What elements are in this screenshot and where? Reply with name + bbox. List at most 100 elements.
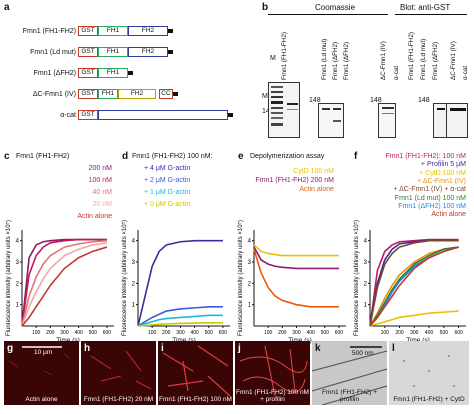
micro-letter-j: j: [238, 343, 241, 354]
x-tick-label: 600: [219, 330, 228, 336]
series-line: [369, 238, 459, 327]
series-line: [253, 246, 339, 270]
x-tick-label: 300: [176, 330, 185, 336]
series-line: [369, 310, 459, 327]
construct-tail: [173, 92, 178, 96]
construct-row: Fmn1 (ΔFH2) GST FH1: [4, 68, 234, 79]
y-tick-label: 2: [16, 281, 20, 287]
x-tick-label: 100: [264, 330, 273, 336]
construct-name: ΔC-Fmn1 (IV): [32, 91, 76, 98]
series-line: [137, 239, 223, 327]
micrograph-j: j Fmn1 (FH1-FH2) 100 nM + profilin: [235, 341, 310, 405]
construct-row: Fmn1 (Ld mut) GST FH1 FH2: [4, 47, 234, 58]
x-tick-label: 100: [148, 330, 157, 336]
scale-500nm: 500 nm: [352, 350, 374, 357]
y-tick-label: 2: [364, 281, 368, 287]
series-line: [137, 321, 223, 327]
x-axis-label: Time (s): [406, 337, 430, 344]
micrograph-h: h Fmn1 (FH1-FH2) 20 nM: [81, 341, 156, 405]
micro-caption-g: Actin alone: [25, 396, 58, 403]
domain-fh2: FH2: [128, 26, 168, 36]
x-tick-label: 600: [454, 330, 463, 336]
series-line: [137, 305, 223, 327]
series-line: [21, 246, 108, 327]
coomassie-gel-marker: [268, 82, 300, 138]
legend-c-item: Actin alone: [77, 213, 112, 220]
micro-caption-l: Fmn1 (FH1-FH2) + CytD: [393, 396, 465, 403]
micrograph-l: l Fmn1 (FH1-FH2) + CytD: [389, 341, 469, 405]
x-tick-label: 500: [205, 330, 214, 336]
panel-letter-e: e: [238, 151, 244, 162]
series-line: [369, 246, 459, 327]
y-axis-label: Fluorescence intensity (arbitrary units …: [237, 220, 244, 336]
y-tick-label: 4: [248, 239, 252, 245]
kda-148-label-2: 148: [309, 97, 321, 104]
series-line: [21, 239, 107, 327]
legend-c-item: 20 nM: [92, 201, 112, 208]
blot-label: Blot: anti-GST: [400, 3, 451, 12]
micro-letter-l: l: [392, 343, 395, 354]
domain-gst: GST: [78, 68, 98, 78]
legend-d-item: + 2 μM G-actin: [144, 177, 191, 184]
panel-letter-c: c: [4, 151, 10, 162]
blot-gel-2: [446, 103, 468, 138]
legend-f-item: + CytD 100 nM: [419, 169, 466, 177]
legend-f-item: Fmn1 (ΔFH2) 100 nM: [398, 202, 466, 210]
x-tick-label: 300: [60, 330, 69, 336]
x-axis-label: Time (s): [56, 337, 80, 344]
construct-name: Fmn1 (Ld mut): [30, 49, 76, 56]
domain-fh1: FH1: [98, 26, 128, 36]
panel-letter-a: a: [4, 2, 10, 13]
construct-name: α-cat: [60, 112, 76, 119]
legend-e-item: CytD 100 nM: [293, 168, 334, 175]
x-tick-label: 600: [335, 330, 344, 336]
y-tick-label: 4: [16, 239, 20, 245]
x-axis-label: Time (s): [288, 337, 312, 344]
x-tick-label: 400: [425, 330, 434, 336]
kda-148-label: 148: [262, 108, 274, 116]
x-tick-label: 200: [278, 330, 287, 336]
x-tick-label: 600: [103, 330, 112, 336]
y-tick-label: 4: [364, 239, 368, 245]
x-tick-label: 100: [381, 330, 390, 336]
series-line: [21, 238, 107, 327]
construct-row: α-cat GST: [4, 110, 234, 121]
x-tick-label: 500: [440, 330, 449, 336]
series-line: [253, 248, 339, 308]
y-axis-label: Fluorescence intensity (arbitrary units …: [5, 220, 12, 336]
domain-fh1: FH1: [98, 89, 118, 99]
domain-cc: CC: [159, 89, 173, 99]
panel-a-constructs: Fmn1 (FH1-FH2) GST FH1 FH2 Fmn1 (Ld mut) GST F…: [4, 26, 234, 136]
x-tick-label: 500: [89, 330, 98, 336]
legend-f-item: + ΔC-Fmn1 (IV) + α-cat: [393, 186, 466, 194]
legend-e-item: Actin alone: [299, 186, 334, 193]
series-line: [253, 244, 339, 257]
legend-d-item: + 4 μM G-actin: [144, 165, 191, 172]
micro-letter-k: k: [315, 343, 321, 354]
domain-fh2: FH2: [118, 89, 156, 99]
construct-name: Fmn1 (ΔFH2): [33, 70, 76, 77]
construct-tail: [168, 50, 173, 54]
marker-label: M: [270, 55, 276, 62]
micro-letter-g: g: [7, 343, 14, 354]
y-tick-label: 4: [132, 239, 136, 245]
x-tick-label: 400: [190, 330, 199, 336]
legend-f-item: Fmn1 (Ld mut) 100 nM: [394, 194, 466, 202]
x-tick-label: 200: [395, 330, 404, 336]
domain-gst: GST: [78, 89, 98, 99]
legend-f-item: Fmn1 (FH1-FH2): 100 nM: [385, 153, 466, 160]
y-tick-label: 1: [364, 303, 368, 309]
x-tick-label: 400: [74, 330, 83, 336]
legend-d-item: + 0 μM G-actin: [144, 201, 191, 208]
panel-d-title: Fmn1 (FH1-FH2) 100 nM:: [132, 153, 213, 160]
x-axis-label: Time (s): [172, 337, 196, 344]
legend-f-item: Actin alone: [431, 211, 466, 219]
y-axis-label: Fluorescence intensity (arbitrary units …: [353, 220, 360, 336]
y-tick-label: 2: [248, 281, 252, 287]
construct-tail: [228, 113, 233, 117]
y-tick-label: 3: [364, 260, 368, 266]
coomassie-gel-lanes: [318, 103, 344, 138]
series-line: [369, 246, 459, 327]
coomassie-rule: [268, 14, 388, 15]
legend-e-item: Fmn1 (FH1-FH2) 200 nM: [255, 177, 334, 184]
